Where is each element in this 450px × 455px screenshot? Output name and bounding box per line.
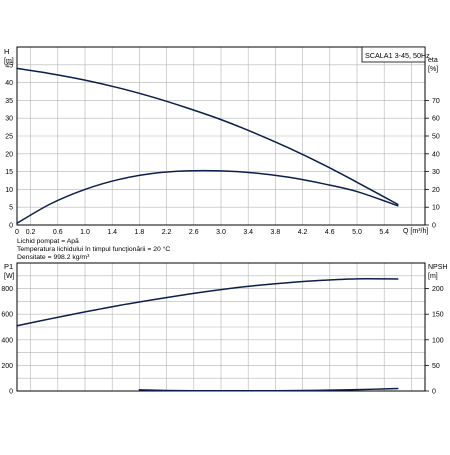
y-right-tick-label: 70 (432, 98, 440, 105)
x-tick-label: 1.8 (135, 229, 145, 236)
x-tick-label: 5.4 (379, 229, 389, 236)
y-left-tick-label: 400 (1, 337, 13, 344)
series-line-2 (16, 169, 399, 224)
y-right-tick-label: 60 (432, 116, 440, 123)
y-right-tick-label: 150 (432, 312, 444, 319)
series-line-2 (138, 387, 399, 392)
y-left-tick-label: 200 (1, 363, 13, 370)
x-tick-label: 0.6 (53, 229, 63, 236)
x-tick-label: 0 (15, 229, 19, 236)
lower-chart: P1 [W] NPSH [m] 0 200 400 600 800 0 50 100 150 2… (1, 262, 447, 396)
series-line-1 (16, 278, 399, 327)
y-right-tick-label: 0 (432, 223, 436, 230)
y-left-tick-label: 30 (5, 116, 13, 123)
lower-grid (17, 263, 425, 391)
y-right-tick-label: 20 (432, 187, 440, 194)
y-left-tick-label: 10 (5, 187, 13, 194)
upper-right-axis-unit: [%] (428, 66, 438, 73)
y-left-tick-label: 20 (5, 151, 13, 158)
y-left-tick-label: 45 (5, 62, 13, 69)
y-left-tick-label: 40 (5, 80, 13, 87)
upper-x-ticks: 0 0.2 0.6 1.0 1.4 1.8 2.2 2.6 3.0 3.4 3.8 4.2 4.6 5.0… (15, 229, 389, 236)
x-tick-label: 4.6 (325, 229, 335, 236)
fluid-info-line-3: Densitate = 998.2 kg/m³ (17, 254, 90, 261)
x-tick-label: 3.8 (271, 229, 281, 236)
y-right-tick-label: 100 (432, 337, 444, 344)
upper-y-right-ticks: 0 10 20 30 40 50 60 70 (425, 98, 440, 230)
y-left-tick-label: 800 (1, 286, 13, 293)
lower-left-axis-unit: [W] (4, 273, 15, 280)
x-tick-label: 2.6 (189, 229, 199, 236)
lower-right-axis-label: NPSH (428, 264, 447, 271)
y-right-tick-label: 40 (432, 151, 440, 158)
chart-title-box (361, 46, 426, 63)
y-right-tick-label: 200 (432, 286, 444, 293)
y-right-tick-label: 10 (432, 205, 440, 212)
x-tick-label: 0.2 (26, 229, 36, 236)
lower-y-right-ticks: 0 50 100 150 200 (425, 286, 444, 396)
fluid-info-line-2: Temperatura lichidului în timpul funcţio… (17, 245, 170, 253)
y-right-tick-label: 50 (432, 363, 440, 370)
x-axis-label: Q [m³/h] (403, 228, 428, 235)
x-tick-label: 3.4 (243, 229, 253, 236)
upper-chart: SCALA1 3-45, 50Hz H [m] eta [%] 0 5 10 15 20… (4, 46, 440, 236)
y-left-tick-label: 5 (9, 205, 13, 212)
upper-left-axis-unit: [m] (4, 58, 14, 65)
y-left-tick-label: 600 (1, 312, 13, 319)
chart-title: SCALA1 3-45, 50Hz (365, 51, 430, 60)
y-left-tick-label: 15 (5, 169, 13, 176)
y-right-tick-label: 30 (432, 169, 440, 176)
y-left-tick-label: 25 (5, 134, 13, 141)
lower-right-axis-unit: [m] (428, 273, 438, 280)
lower-series (16, 278, 399, 392)
x-tick-label: 4.2 (298, 229, 308, 236)
lower-left-axis-label: P1 (4, 262, 13, 271)
fluid-info-line-1: Lichid pompat = Apă (17, 238, 79, 245)
x-tick-label: 1.0 (80, 229, 90, 236)
upper-grid (17, 47, 425, 225)
x-tick-label: 2.2 (162, 229, 172, 236)
lower-y-left-ticks: 0 200 400 600 800 (1, 286, 13, 395)
upper-series (16, 67, 399, 224)
upper-left-axis-label: H (4, 47, 9, 56)
x-tick-label: 1.4 (107, 229, 117, 236)
y-left-tick-label: 0 (9, 223, 13, 230)
y-right-tick-label: 0 (432, 389, 436, 396)
y-left-tick-label: 35 (5, 98, 13, 105)
series-line-1 (16, 67, 399, 206)
upper-right-axis-label: eta (428, 57, 438, 64)
y-right-tick-label: 50 (432, 134, 440, 141)
x-tick-label: 5.0 (352, 229, 362, 236)
upper-y-left-ticks: 0 5 10 15 20 25 30 35 40 45 (5, 62, 13, 229)
y-left-tick-label: 0 (9, 389, 13, 396)
x-tick-label: 3.0 (216, 229, 226, 236)
